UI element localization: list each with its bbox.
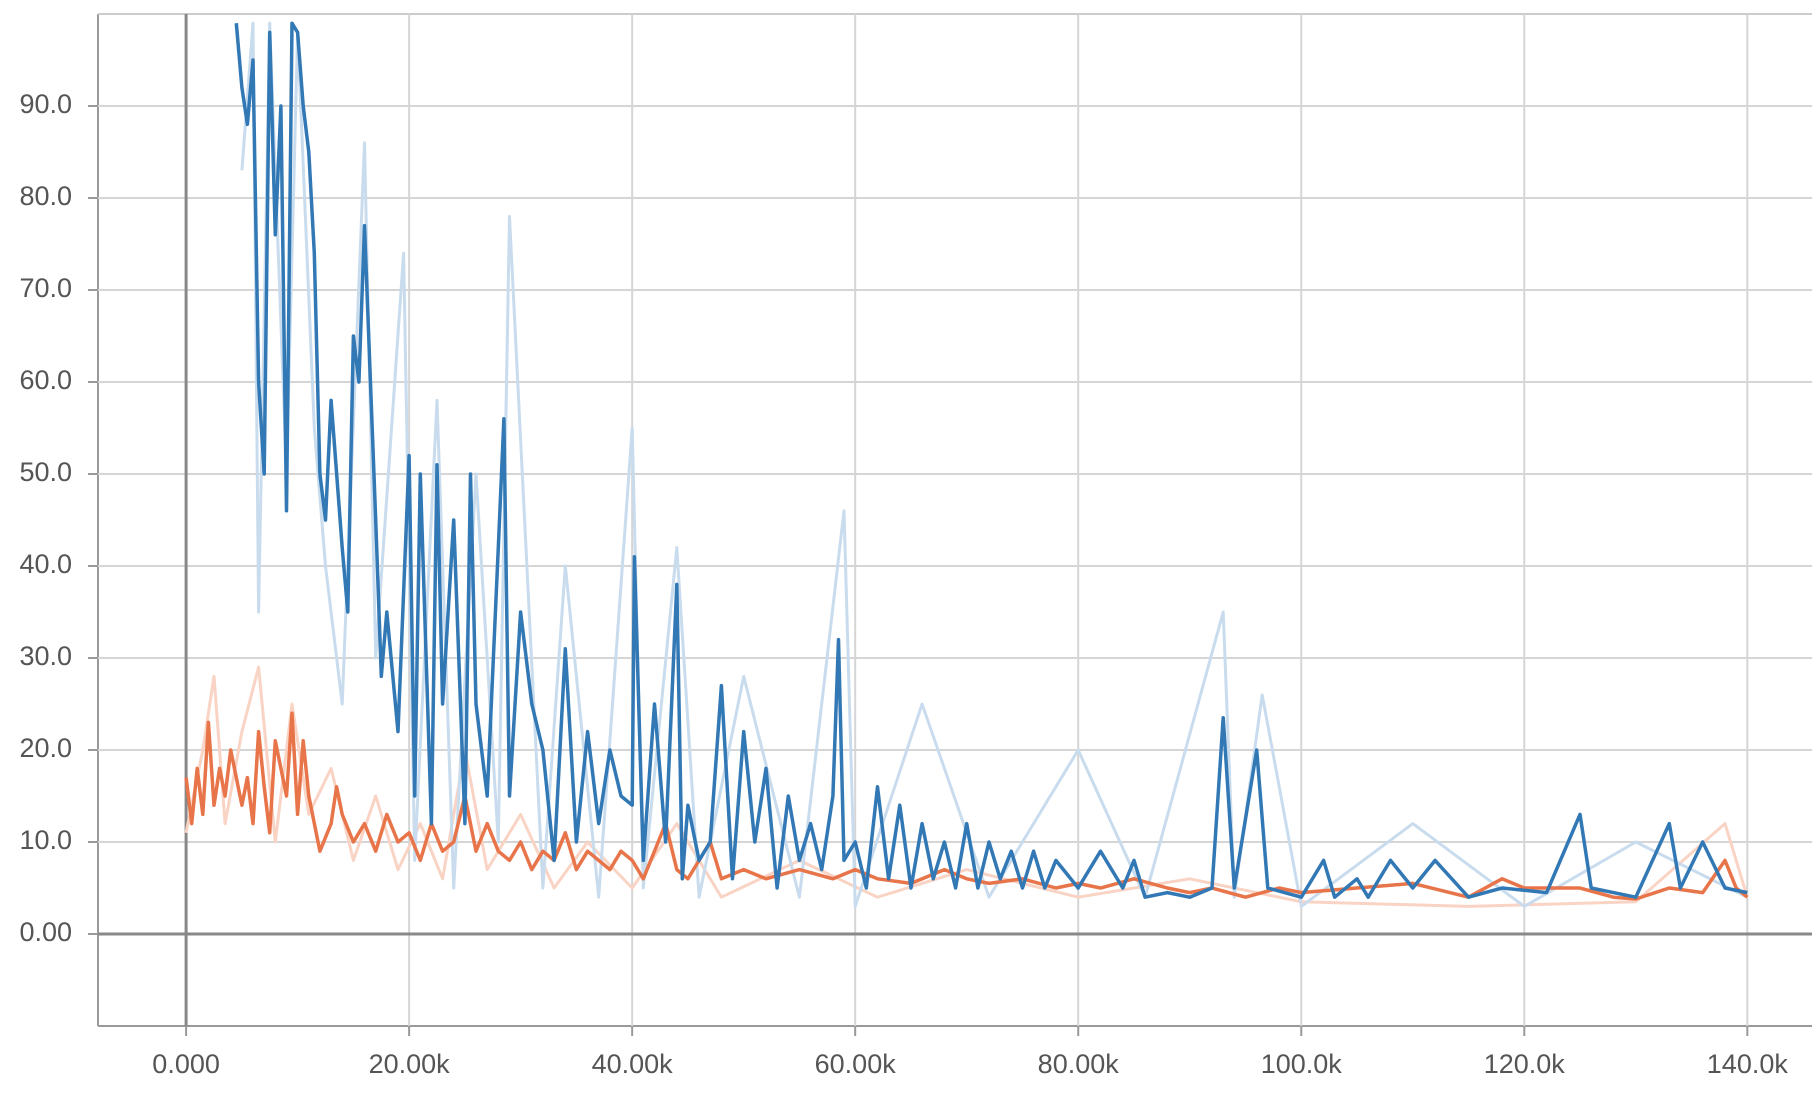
series-line xyxy=(184,711,1749,901)
series-line xyxy=(234,21,1748,899)
y-tick-label: 70.0 xyxy=(19,273,72,303)
y-tick-label: 40.0 xyxy=(19,549,72,579)
y-tick-label: 60.0 xyxy=(19,365,72,395)
y-tick-label: 10.0 xyxy=(19,825,72,855)
x-tick-label: 0.000 xyxy=(152,1049,220,1079)
y-tick-label: 50.0 xyxy=(19,457,72,487)
plot-area xyxy=(184,21,1749,908)
y-tick-label: 0.00 xyxy=(19,917,72,947)
y-tick-label: 80.0 xyxy=(19,181,72,211)
x-tick-label: 80.00k xyxy=(1038,1049,1120,1079)
x-tick-label: 100.0k xyxy=(1261,1049,1343,1079)
series-line xyxy=(184,665,1749,908)
x-tick-label: 120.0k xyxy=(1484,1049,1566,1079)
x-tick-label: 60.00k xyxy=(815,1049,897,1079)
y-tick-label: 90.0 xyxy=(19,89,72,119)
series-line xyxy=(240,21,1748,908)
x-tick-label: 20.00k xyxy=(369,1049,451,1079)
y-tick-label: 20.0 xyxy=(19,733,72,763)
x-tick-label: 40.00k xyxy=(592,1049,674,1079)
y-tick-label: 30.0 xyxy=(19,641,72,671)
x-tick-label: 140.0k xyxy=(1707,1049,1789,1079)
